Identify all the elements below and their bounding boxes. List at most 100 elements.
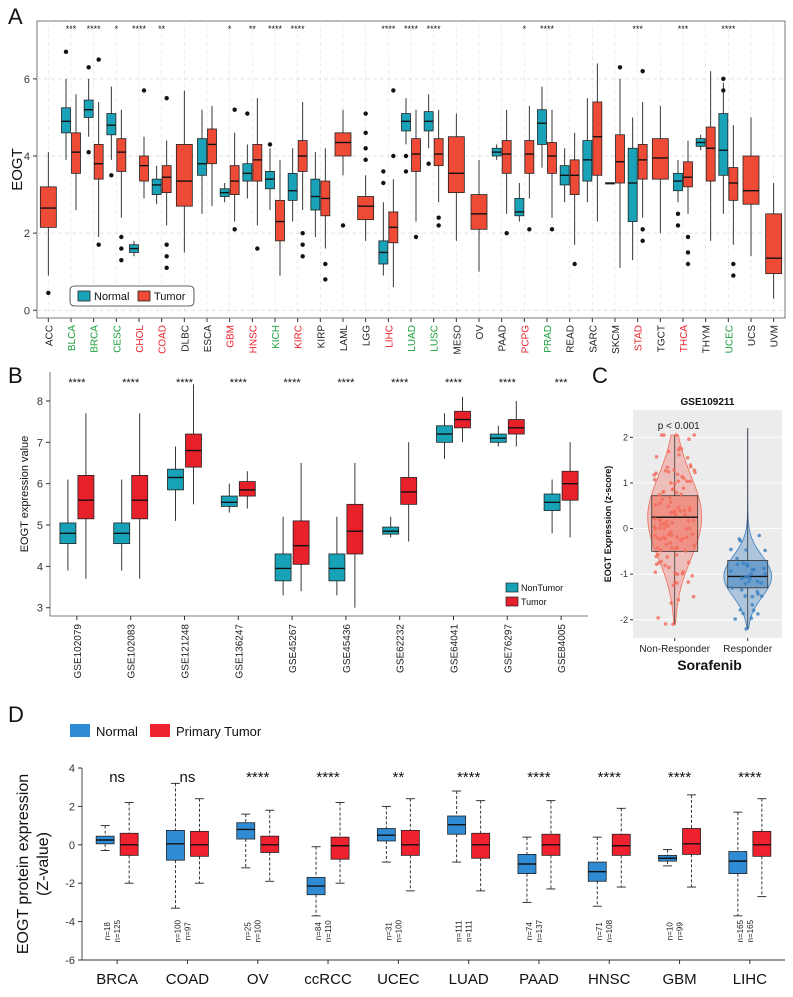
panel-c-point — [729, 547, 733, 552]
panel-a-outlier — [96, 57, 101, 62]
panel-c-point — [692, 468, 697, 473]
panel-a-outlier — [63, 49, 69, 55]
panel-d-tumor-LIHC-box — [752, 830, 772, 857]
panel-d-n-tumor: n=110 — [324, 920, 333, 942]
panel-a-legend-frame — [69, 285, 195, 307]
panel-a-tumor-GBM-box — [229, 165, 240, 195]
panel-a-significance: *** — [678, 24, 689, 34]
panel-a-outlier — [245, 111, 250, 116]
panel-a-xtick-label: THYM — [702, 325, 713, 353]
panel-a-outlier — [640, 238, 645, 244]
panel-c-annotation: p < 0.001 — [658, 421, 700, 432]
panel-d-n-tumor: n=100 — [394, 919, 403, 942]
panel-a-significance: **** — [427, 24, 442, 34]
panel-a-tumor-BLCA-box — [71, 132, 81, 174]
panel-c-ytick-label: 1 — [623, 478, 628, 488]
panel-d-significance: **** — [527, 769, 551, 786]
panel-a-outlier — [436, 223, 441, 228]
panel-c-point — [687, 437, 691, 442]
panel-a-outlier — [685, 261, 691, 267]
panel-c-point — [739, 588, 744, 592]
panel-b-xtick-label: GSE76297 — [503, 624, 514, 673]
panel-d-xtick-label: COAD — [166, 971, 210, 988]
panel-c-point — [747, 579, 751, 584]
panel-a-normal-CESC-box — [106, 113, 117, 136]
panel-a-outlier — [675, 211, 681, 217]
panel-a-normal-KIRP-box — [310, 178, 321, 211]
panel-c-point — [669, 601, 673, 605]
panel-c-point — [688, 479, 692, 484]
panel-a-ytick-label: 0 — [24, 305, 30, 317]
panel-a-legend-label: Tumor — [154, 291, 186, 303]
panel-c-point — [661, 489, 666, 494]
panel-d-significance: ns — [180, 769, 196, 786]
panel-b-ytick-label: 6 — [37, 479, 43, 491]
panel-b-tumor-GSE76297-box — [507, 419, 525, 435]
panel-d-xtick-label: HNSC — [588, 971, 631, 988]
panel-a-outlier — [300, 254, 305, 259]
panel-c-point — [670, 546, 674, 550]
panel-c-point — [688, 465, 693, 469]
panel-c-point — [683, 549, 688, 553]
panel-d-ytick-label: -2 — [65, 878, 75, 890]
panel-a-boxplot: 0246ACC***BLCA****BRCA*CESC****CHOL**COA… — [9, 20, 786, 354]
panel-b-ytick-label: 8 — [37, 396, 43, 408]
panel-d-n-normal: n=165 — [736, 919, 745, 942]
panel-c-point — [681, 486, 686, 491]
panel-a-outlier — [164, 254, 169, 259]
panel-c-point — [756, 612, 760, 616]
panel-a-outlier — [391, 153, 396, 159]
panel-b-xtick-label: GSE136247 — [234, 624, 245, 679]
panel-a-significance: **** — [404, 24, 419, 34]
panel-b-legend-label: Tumor — [521, 597, 547, 607]
panel-c-point — [741, 561, 746, 565]
panel-c-point — [684, 527, 689, 531]
panel-c-point — [675, 581, 679, 585]
panel-c-point — [667, 565, 671, 570]
panel-a-tumor-LUSC-box — [433, 138, 444, 167]
panel-a-tumor-SARC-box — [592, 101, 603, 176]
panel-d-significance: **** — [668, 769, 692, 786]
panel-b-significance: **** — [68, 377, 86, 389]
panel-b-tumor-GSE45267-box — [292, 520, 310, 565]
panel-a-tumor-SKCM-box — [615, 134, 625, 184]
panel-a-xtick-label: LUAD — [407, 325, 418, 352]
panel-c-point — [690, 532, 695, 536]
panel-a-xtick-label: SKCM — [611, 325, 622, 354]
panel-a-outlier — [323, 261, 328, 267]
panel-a-outlier — [721, 76, 726, 82]
panel-a-xtick-label: LIHC — [384, 325, 395, 348]
panel-a-xtick-label: KIRP — [316, 325, 327, 349]
panel-a-outlier — [617, 65, 623, 70]
panel-d-normal-COAD-box — [166, 830, 185, 861]
panel-a-outlier — [340, 223, 346, 228]
panel-a-outlier — [381, 180, 386, 186]
panel-a-ytick-label: 2 — [24, 228, 30, 240]
panel-a-xtick-label: UVM — [770, 325, 781, 347]
panel-d-ylabel-unit: (Z-value) — [35, 832, 52, 896]
panel-c-ytick-label: 0 — [623, 524, 628, 534]
panel-c-point — [683, 512, 687, 517]
panel-c-point — [751, 608, 756, 613]
panel-a-tumor-COAD-box — [161, 165, 172, 194]
panel-c-point — [750, 568, 755, 572]
panel-c-point — [735, 556, 739, 561]
panel-c-point — [681, 570, 685, 574]
panel-d-n-normal: n=100 — [173, 919, 182, 942]
panel-c-point — [658, 501, 662, 506]
panel-b-significance: **** — [230, 377, 248, 389]
panel-d-xtick-label: UCEC — [377, 971, 420, 988]
panel-a-outlier — [164, 265, 169, 271]
panel-a-tumor-UVM-box — [765, 213, 783, 275]
panel-b-tumor-GSE102083-box — [131, 474, 149, 520]
panel-a-outlier — [267, 142, 273, 147]
panel-a-outlier — [109, 173, 114, 178]
panel-a-tumor-CHOL-box — [139, 155, 149, 182]
panel-a-outlier — [504, 230, 509, 236]
panel-b-xtick-label: GSE62232 — [396, 624, 407, 673]
panel-a-outlier — [232, 227, 237, 232]
panel-a-xtick-label: PCPG — [520, 325, 531, 354]
panel-c-point — [671, 622, 675, 627]
panel-a-outlier — [255, 246, 260, 251]
